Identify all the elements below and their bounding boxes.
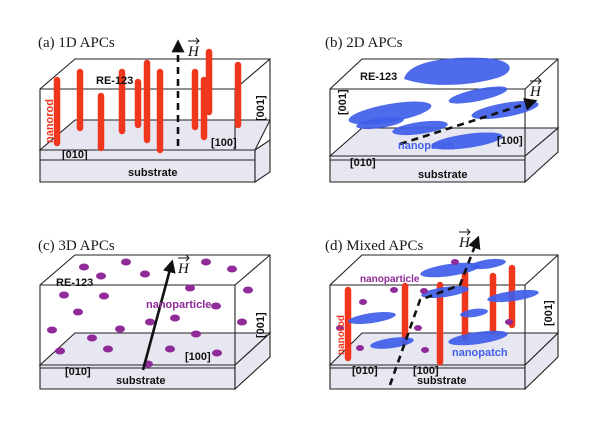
- field-label: H: [458, 235, 471, 251]
- nanoparticle: [115, 325, 125, 333]
- nanopatch: [431, 132, 503, 150]
- substrate-label: substrate: [418, 169, 468, 181]
- nanoparticle: [145, 318, 155, 326]
- nanopatch: [392, 120, 448, 136]
- nanopatch: [470, 258, 506, 270]
- axis-001-label: [001]: [543, 300, 555, 326]
- nanorod-array: [344, 264, 516, 366]
- nanoparticle: [243, 286, 253, 294]
- panel-mixed-apcs: (d) Mixed APCs: [325, 228, 560, 391]
- substrate-slab: [38, 331, 272, 391]
- vector-arrow-icon: [178, 254, 190, 262]
- nanoparticle: [451, 259, 459, 265]
- nanopatch: [421, 286, 469, 298]
- axis-001-label: [001]: [255, 312, 267, 338]
- nanoparticle: [421, 347, 429, 353]
- axis-010-label: [010]: [62, 149, 88, 161]
- panel-title: (a) 1D APCs: [38, 35, 115, 51]
- field-label: H: [187, 44, 200, 60]
- nanopatch: [420, 262, 480, 278]
- layer-label: RE-123: [96, 75, 133, 87]
- nanopatch: [487, 289, 539, 303]
- magnetic-field-arrow: [388, 235, 481, 386]
- axis-010-label: [010]: [65, 366, 91, 378]
- panel-2d-apcs: (b) 2D APCs H RE-123 nanopatch [001]: [325, 35, 560, 184]
- axis-100-label: [100]: [211, 137, 237, 149]
- nanorod-label: nanorod: [44, 99, 56, 143]
- nanoparticle: [55, 347, 65, 355]
- nanoparticle: [390, 287, 398, 293]
- vector-arrow-icon: [459, 228, 471, 236]
- nanopatch: [448, 86, 508, 104]
- nanoparticle: [96, 272, 106, 280]
- nanopatch: [460, 308, 488, 318]
- substrate-label: substrate: [417, 375, 467, 387]
- nanopatch-array: [348, 258, 539, 349]
- panel-title: (d) Mixed APCs: [325, 238, 424, 254]
- field-label: H: [529, 84, 542, 100]
- nanopatch-label: nanopatch: [452, 347, 508, 359]
- nanoparticle: [185, 284, 195, 292]
- nanoparticle: [212, 349, 222, 357]
- panel-3d-apcs: (c) 3D APCs: [38, 238, 272, 391]
- nanoparticle: [170, 314, 180, 322]
- nanoparticle: [359, 299, 367, 305]
- nanopatch: [404, 57, 510, 85]
- nanoparticle-cloud: [336, 259, 513, 353]
- panel-title: (c) 3D APCs: [38, 238, 115, 254]
- nanoparticle-label: nanoparticle: [360, 274, 420, 285]
- axis-100-label: [100]: [413, 365, 439, 377]
- axis-100-label: [100]: [497, 135, 523, 147]
- nanopatch: [356, 117, 404, 129]
- axis-010-label: [010]: [352, 365, 378, 377]
- field-label: H: [177, 261, 190, 277]
- nanoparticle: [73, 308, 83, 316]
- nanoparticle: [87, 334, 97, 342]
- nanoparticle: [140, 270, 150, 278]
- axis-001-label: [001]: [255, 95, 267, 121]
- layer-label: RE-123: [56, 277, 93, 289]
- nanoparticle: [201, 258, 211, 266]
- nanopatch: [348, 312, 396, 324]
- nanopatch: [448, 330, 508, 346]
- nanoparticle: [191, 330, 201, 338]
- vector-arrow-icon: [188, 37, 200, 45]
- axis-010-label: [010]: [350, 157, 376, 169]
- nanoparticle: [47, 326, 57, 334]
- magnetic-field-arrow: [141, 259, 176, 371]
- nanoparticle: [237, 318, 247, 326]
- nanoparticle: [414, 325, 422, 331]
- nanoparticle: [79, 263, 89, 271]
- nanorod-array: [53, 48, 242, 154]
- nanoparticle-cloud: [47, 258, 253, 368]
- nanorod-label: nanorod: [336, 315, 347, 355]
- nanoparticle: [103, 345, 113, 353]
- nanoparticle: [165, 345, 175, 353]
- nanoparticle: [59, 291, 69, 299]
- nanopatch-label: nanopatch: [398, 140, 454, 152]
- nanoparticle: [227, 265, 237, 273]
- nanoparticle-label: nanoparticle: [146, 299, 211, 311]
- nanopatch-array: [348, 57, 539, 150]
- axis-100-label: [100]: [185, 351, 211, 363]
- nanoparticle: [336, 325, 344, 331]
- vector-arrow-icon: [530, 77, 542, 85]
- axis-001-label: [001]: [337, 89, 349, 115]
- substrate-label: substrate: [128, 167, 178, 179]
- nanoparticle: [211, 302, 221, 310]
- panel-title: (b) 2D APCs: [325, 35, 403, 51]
- substrate-label: substrate: [116, 375, 166, 387]
- film-box: [39, 254, 271, 365]
- nanoparticle: [356, 345, 364, 351]
- nanoparticle: [99, 292, 109, 300]
- nanoparticle: [121, 258, 131, 266]
- layer-label: RE-123: [360, 71, 397, 83]
- panel-1d-apcs: (a) 1D APCs: [38, 35, 271, 184]
- nanopatch: [348, 101, 432, 125]
- nanoparticle: [505, 319, 513, 325]
- nanoparticle: [420, 288, 428, 294]
